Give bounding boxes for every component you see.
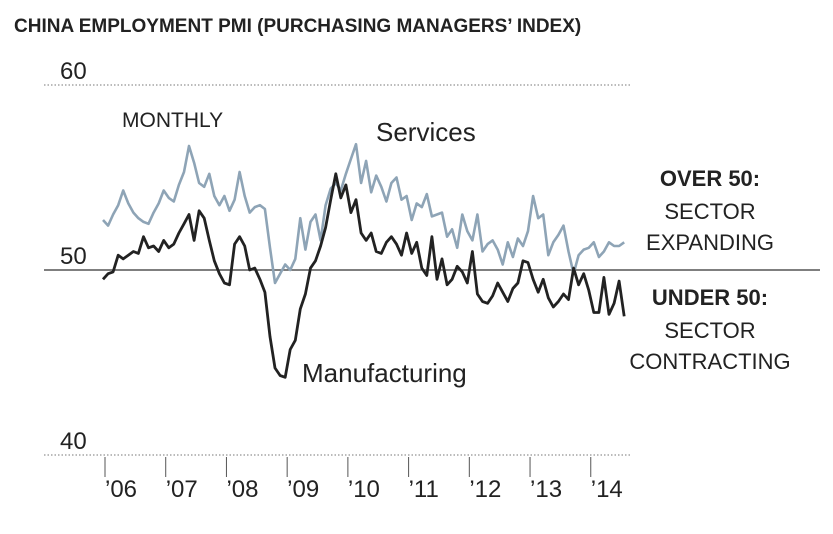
annotation: SECTOR: [664, 199, 755, 224]
x-tick-label: ’07: [166, 476, 198, 503]
annotation: EXPANDING: [646, 230, 774, 255]
x-tick-label: ’08: [226, 476, 258, 503]
x-tick-label: ’09: [287, 476, 319, 503]
series-line: [102, 142, 625, 285]
y-tick-label: 40: [60, 428, 87, 455]
chart-title: CHINA EMPLOYMENT PMI (PURCHASING MANAGER…: [14, 16, 581, 37]
annotation: SECTOR: [664, 318, 755, 343]
x-tick-label: ’14: [591, 476, 623, 503]
series-line: [101, 172, 626, 379]
x-tick-label: ’06: [105, 476, 137, 503]
x-tick-label: ’12: [469, 476, 501, 503]
x-tick-label: ’11: [409, 476, 439, 503]
annotation: OVER 50:: [660, 166, 760, 191]
x-tick-label: ’13: [530, 476, 562, 503]
y-tick-label: 60: [60, 58, 87, 85]
annotation: Services: [376, 117, 476, 147]
annotation: Manufacturing: [302, 358, 467, 388]
annotation: CONTRACTING: [629, 349, 790, 374]
y-tick-label: 50: [60, 243, 87, 270]
annotation: UNDER 50:: [652, 285, 768, 310]
annotation: MONTHLY: [122, 109, 223, 132]
x-tick-label: ’10: [348, 476, 380, 503]
